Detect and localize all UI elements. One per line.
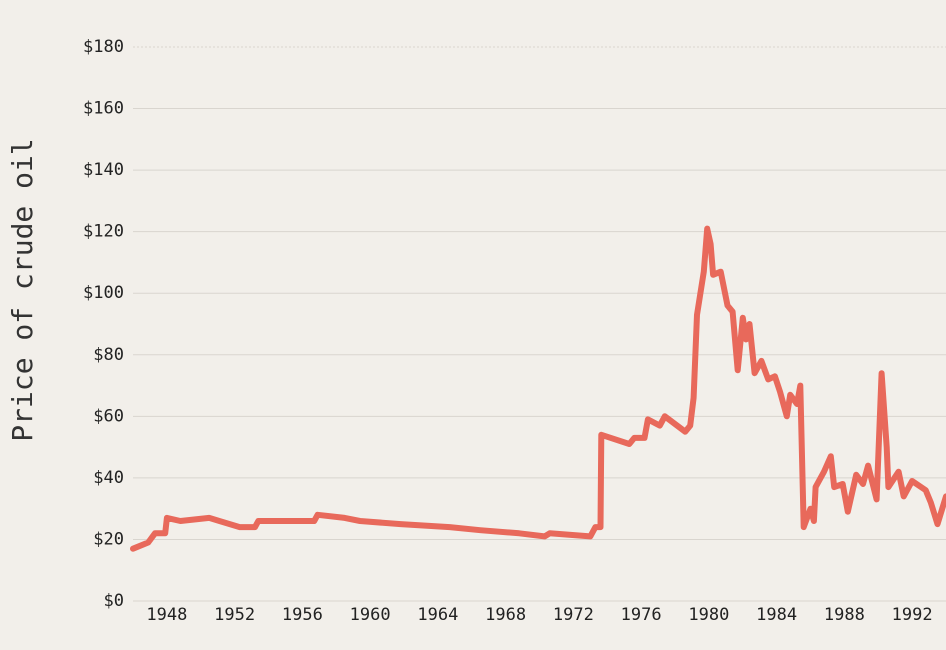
x-tick-label: 1948 — [146, 605, 187, 625]
x-tick-label: 1964 — [417, 605, 458, 625]
x-tick-label: 1952 — [214, 605, 255, 625]
x-tick-label: 1988 — [824, 605, 865, 625]
y-tick-label: $160 — [83, 99, 124, 119]
x-tick-label: 1992 — [892, 605, 933, 625]
price-line — [130, 225, 946, 552]
y-tick-label: $20 — [93, 529, 124, 549]
y-tick-label: $100 — [83, 283, 124, 303]
x-tick-label: 1984 — [756, 605, 797, 625]
x-tick-label: 1972 — [553, 605, 594, 625]
y-tick-label: $60 — [93, 406, 124, 426]
y-tick-label: $40 — [93, 468, 124, 488]
y-tick-label: $0 — [104, 591, 124, 611]
y-tick-label: $80 — [93, 345, 124, 365]
x-tick-label: 1976 — [621, 605, 662, 625]
x-tick-label: 1968 — [485, 605, 526, 625]
x-tick-label: 1980 — [688, 605, 729, 625]
x-tick-label: 1960 — [350, 605, 391, 625]
y-axis-label: Price of crude oil — [6, 138, 39, 441]
y-tick-label: $140 — [83, 160, 124, 180]
x-tick-label: 1956 — [282, 605, 323, 625]
y-tick-label: $120 — [83, 222, 124, 242]
y-tick-label: $180 — [83, 37, 124, 57]
